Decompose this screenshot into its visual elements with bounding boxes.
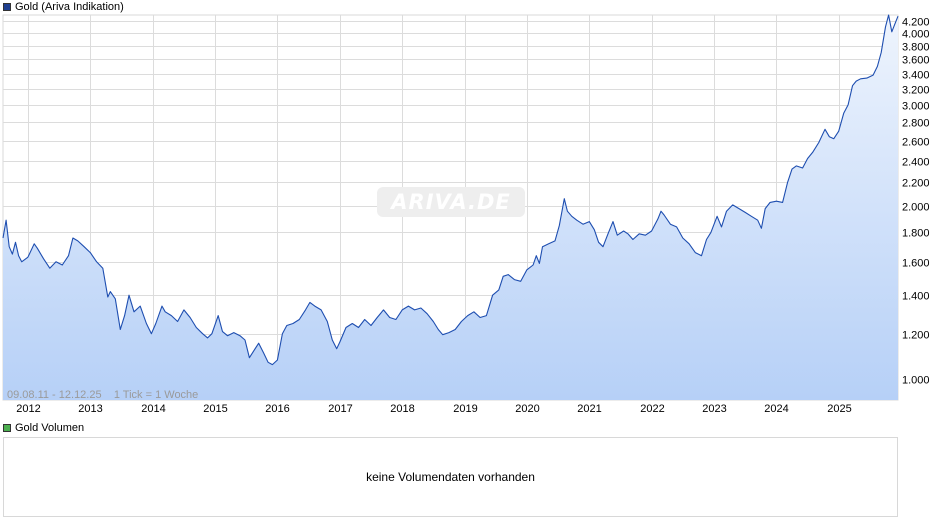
x-tick-label: 2012 [16, 403, 40, 415]
x-tick-label: 2017 [328, 403, 352, 415]
y-tick-label: 1.000 [902, 375, 930, 387]
x-tick-label: 2016 [265, 403, 289, 415]
volume-legend: Gold Volumen [3, 421, 84, 435]
volume-series-swatch [3, 424, 11, 432]
y-tick-label: 3.400 [902, 70, 930, 82]
volume-panel: keine Volumendaten vorhanden [3, 437, 898, 517]
y-tick-label: 4.200 [902, 17, 930, 29]
y-tick-label: 1.800 [902, 228, 930, 240]
range-note: 09.08.11 - 12.12.25 1 Tick = 1 Woche [7, 389, 199, 401]
x-tick-label: 2014 [141, 403, 165, 415]
x-tick-label: 2020 [515, 403, 539, 415]
x-tick-label: 2021 [577, 403, 601, 415]
y-tick-label: 3.600 [902, 55, 930, 67]
y-tick-label: 1.400 [902, 291, 930, 303]
main-legend-label: Gold (Ariva Indikation) [15, 1, 124, 13]
x-tick-label: 2024 [764, 403, 788, 415]
y-tick-label: 4.000 [902, 29, 930, 41]
y-tick-label: 2.000 [902, 202, 930, 214]
x-tick-label: 2018 [390, 403, 414, 415]
series-area [3, 15, 898, 400]
y-tick-label: 3.200 [902, 85, 930, 97]
watermark-logo: ARIVA.DE [377, 187, 525, 217]
volume-empty-message: keine Volumendaten vorhanden [366, 470, 535, 484]
y-tick-label: 3.800 [902, 42, 930, 54]
x-tick-label: 2023 [702, 403, 726, 415]
series-line [2, 14, 899, 366]
volume-legend-label: Gold Volumen [15, 422, 85, 434]
y-tick-label: 2.800 [902, 118, 930, 130]
main-legend: Gold (Ariva Indikation) [3, 0, 124, 14]
x-tick-label: 2025 [827, 403, 851, 415]
y-tick-label: 1.200 [902, 330, 930, 342]
main-series-swatch [3, 3, 11, 11]
price-chart: 1.000 1.200 1.400 1.600 1.800 2.000 2.200 2.400… [2, 14, 930, 415]
y-tick-label: 3.000 [902, 101, 930, 113]
x-tick-label: 2013 [78, 403, 102, 415]
x-tick-label: 2022 [640, 403, 664, 415]
y-tick-label: 2.600 [902, 137, 930, 149]
y-tick-label: 2.400 [902, 157, 930, 169]
x-tick-label: 2019 [453, 403, 477, 415]
x-tick-label: 2015 [203, 403, 227, 415]
y-tick-label: 2.200 [902, 178, 930, 190]
y-tick-label: 1.600 [902, 258, 930, 270]
